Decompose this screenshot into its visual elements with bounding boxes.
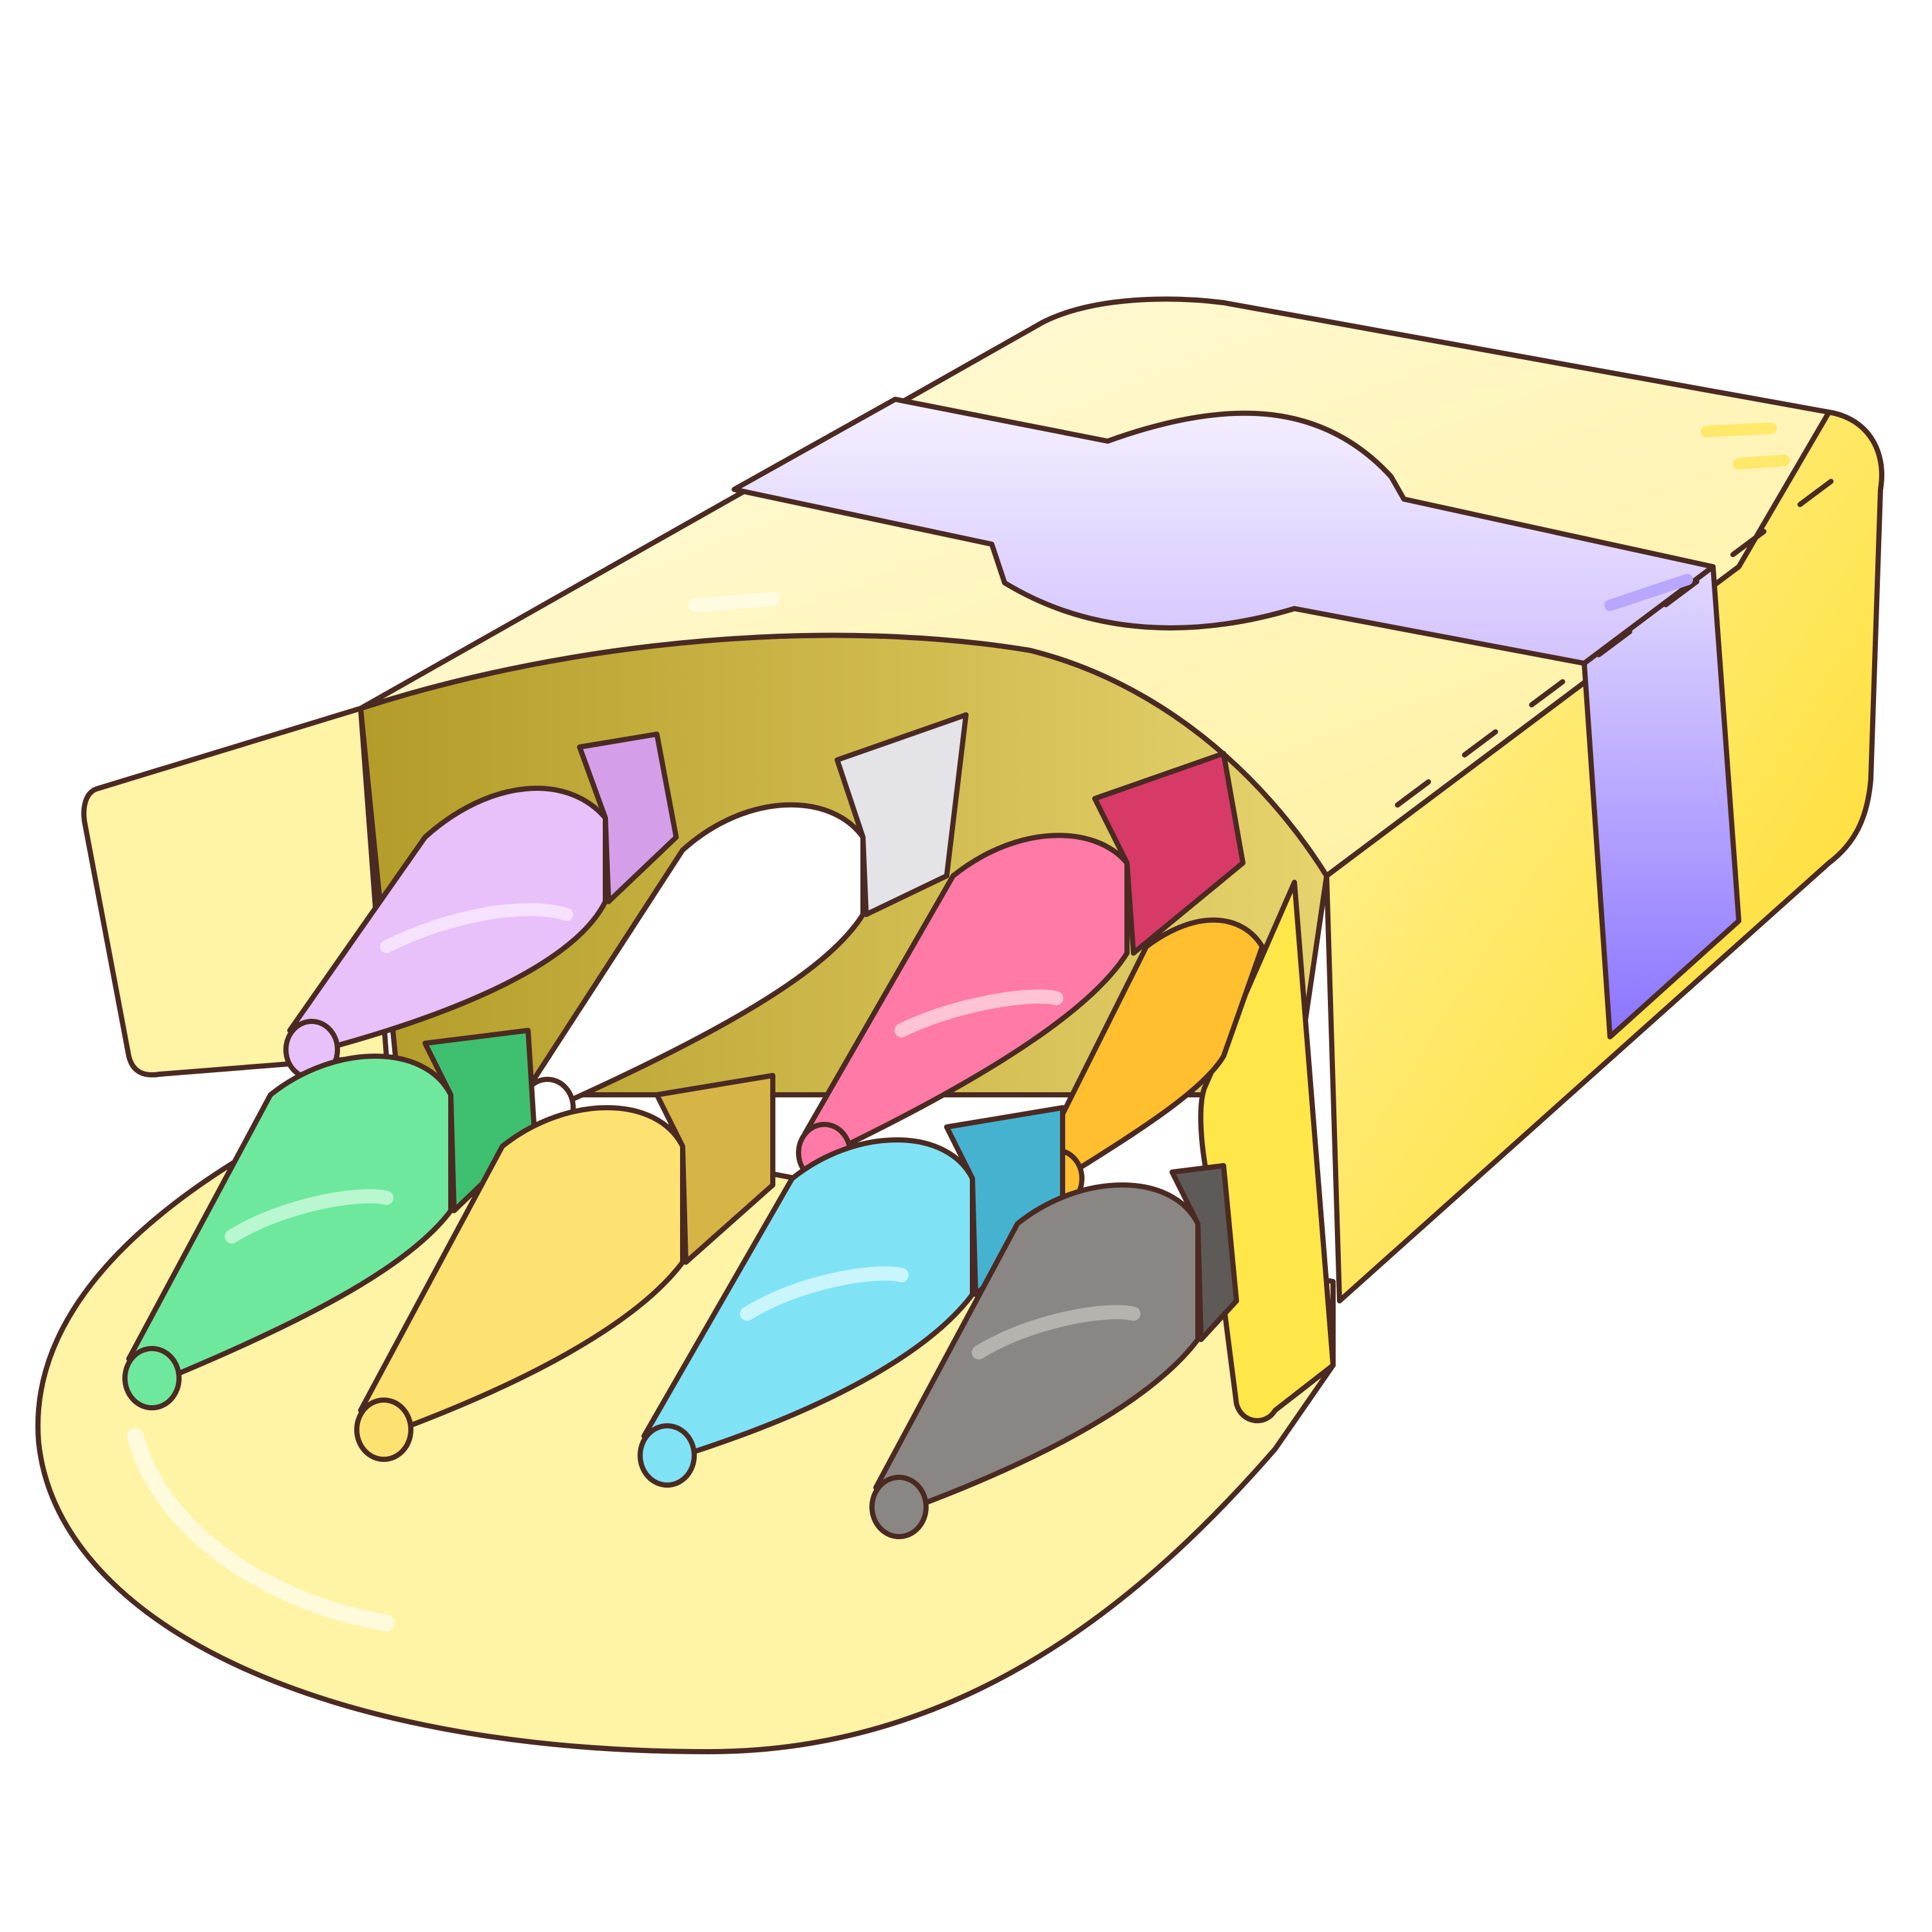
white-crayon: [519, 712, 969, 1139]
green-crayon: [122, 1028, 537, 1410]
yellow-crayon: [354, 1073, 775, 1462]
box-left-flap: [81, 706, 389, 1077]
gray-crayon: [869, 1163, 1239, 1539]
blue-crayon: [638, 1105, 1065, 1488]
lilac-crayon: [283, 732, 679, 1081]
